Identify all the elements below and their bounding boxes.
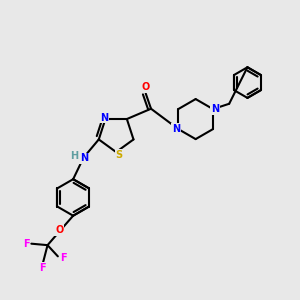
Text: S: S [116,150,123,160]
Text: O: O [142,82,150,92]
Text: N: N [100,112,108,123]
Text: N: N [80,153,88,163]
Text: N: N [172,124,180,134]
Text: F: F [60,253,67,263]
Text: O: O [55,225,63,235]
Text: F: F [39,263,46,273]
Text: N: N [211,104,219,114]
Text: F: F [23,239,29,249]
Text: H: H [70,151,78,161]
